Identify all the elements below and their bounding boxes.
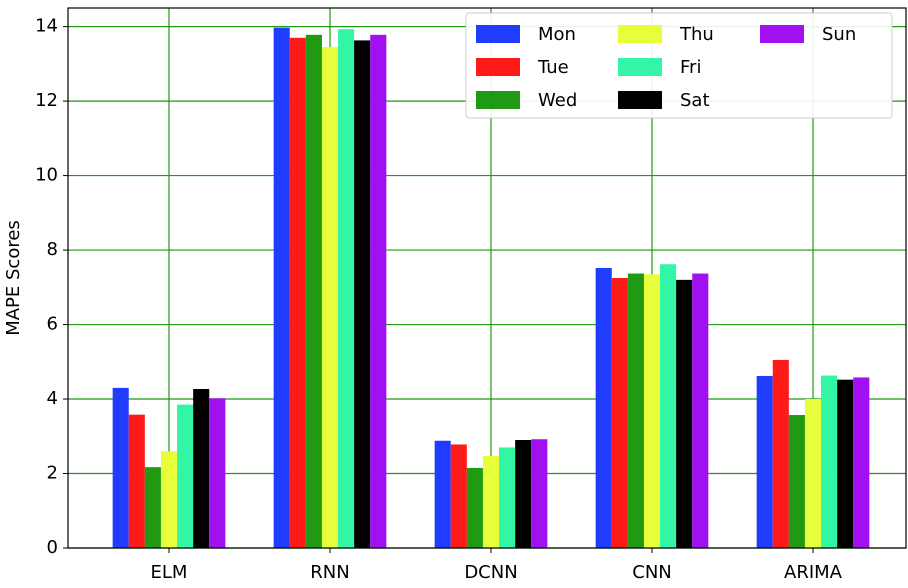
bar: [321, 47, 339, 548]
bar: [821, 375, 838, 548]
bar: [434, 440, 451, 548]
x-tick-label: CNN: [632, 562, 672, 583]
legend-swatch: [760, 25, 804, 43]
legend-swatch: [476, 91, 520, 109]
x-tick-label: RNN: [310, 562, 349, 583]
legend-swatch: [618, 25, 662, 43]
legend-label: Sun: [822, 24, 856, 45]
legend-swatch: [476, 58, 520, 76]
y-tick-label: 10: [35, 165, 58, 186]
legend-swatch: [618, 58, 662, 76]
x-tick-label: ELM: [151, 562, 188, 583]
bar: [177, 404, 194, 548]
legend-label: Mon: [538, 24, 576, 45]
bar: [450, 444, 467, 548]
y-tick-label: 12: [35, 90, 58, 111]
bar: [837, 379, 854, 548]
bar: [788, 415, 805, 548]
legend-label: Tue: [537, 57, 569, 78]
bar: [660, 264, 677, 548]
bar: [305, 34, 322, 549]
bar: [515, 440, 532, 548]
bar: [273, 27, 290, 549]
x-tick-label: ARIMA: [784, 562, 843, 583]
bar: [627, 273, 644, 548]
bar: [643, 274, 661, 548]
y-tick-label: 0: [47, 537, 58, 558]
y-tick-label: 8: [47, 239, 58, 260]
y-tick-label: 14: [35, 16, 58, 37]
y-axis-label: MAPE Scores: [3, 220, 24, 336]
legend: Mon Tue Wed Thu Fri Sat Sun: [465, 12, 893, 119]
bar: [128, 414, 145, 548]
bar: [772, 359, 789, 548]
bar: [499, 447, 516, 548]
bar: [144, 467, 161, 548]
y-tick-label: 6: [47, 314, 58, 335]
legend-label: Wed: [538, 90, 577, 111]
bar: [338, 29, 355, 548]
x-tick-label: DCNN: [464, 562, 517, 583]
bar: [595, 267, 612, 548]
bar: [209, 398, 226, 548]
bar: [804, 399, 822, 548]
bar: [611, 278, 628, 548]
bar: [370, 34, 387, 549]
y-tick-label: 2: [47, 463, 58, 484]
bar: [466, 467, 483, 548]
bar: [676, 279, 693, 548]
bar: [853, 377, 870, 548]
legend-label: Sat: [680, 90, 710, 111]
bar: [482, 456, 500, 548]
bar: [112, 387, 129, 548]
bar: [692, 273, 709, 548]
y-tick-label: 4: [47, 388, 58, 409]
plot-frame: [67, 7, 907, 549]
bar: [354, 40, 371, 549]
legend-swatch: [618, 91, 662, 109]
legend-label: Fri: [680, 57, 701, 78]
bar: [531, 439, 548, 548]
bar: [160, 451, 178, 548]
bar: [756, 375, 773, 548]
legend-swatch: [476, 25, 520, 43]
legend-label: Thu: [679, 24, 714, 45]
bar: [193, 388, 210, 548]
bar: [289, 37, 306, 549]
